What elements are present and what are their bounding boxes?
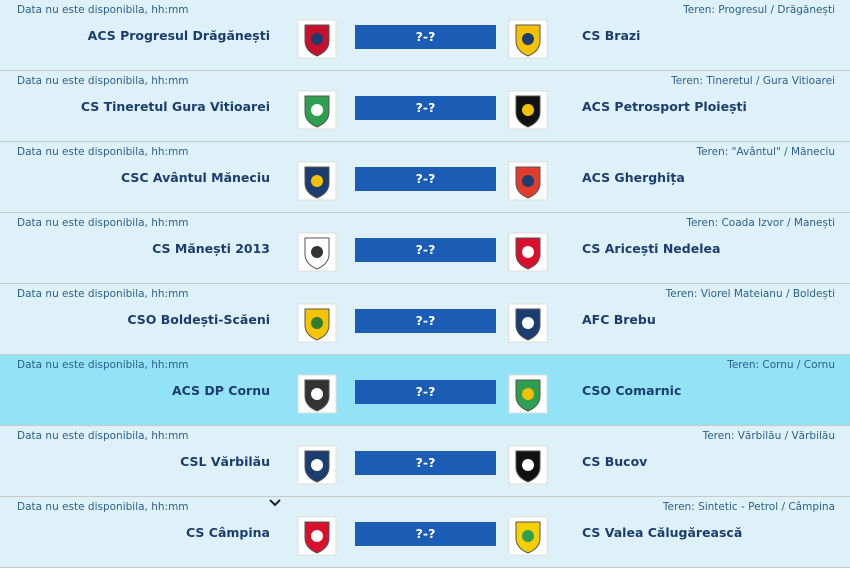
- match-date: Data nu este disponibila, hh:mm: [17, 430, 189, 442]
- away-team: CSO Comarnic: [582, 383, 682, 398]
- match-row[interactable]: Data nu este disponibila, hh:mm Teren: "A…: [0, 142, 850, 213]
- match-score: ?-?: [355, 380, 496, 404]
- match-row[interactable]: Data nu este disponibila, hh:mm Teren: Co…: [0, 213, 850, 284]
- away-team: CS Aricești Nedelea: [582, 241, 721, 256]
- team-logo: [508, 90, 548, 130]
- match-score: ?-?: [355, 96, 496, 120]
- home-team: CS Câmpina: [186, 525, 270, 540]
- team-logo: [508, 516, 548, 556]
- match-row[interactable]: Data nu este disponibila, hh:mm Teren: Co…: [0, 355, 850, 426]
- match-venue: Teren: Vărbilău / Vărbilău: [702, 430, 835, 442]
- away-team: CS Brazi: [582, 28, 641, 43]
- home-team: ACS DP Cornu: [171, 383, 270, 398]
- match-score: ?-?: [355, 167, 496, 191]
- match-venue: Teren: "Avântul" / Măneciu: [696, 146, 835, 158]
- home-team: CSC Avântul Măneciu: [121, 170, 270, 185]
- team-logo: [297, 161, 337, 201]
- home-team: CS Tineretul Gura Vitioarei: [80, 99, 270, 114]
- team-logo: [297, 90, 337, 130]
- home-team: CSO Boldești-Scăeni: [127, 312, 270, 327]
- match-venue: Teren: Coada Izvor / Manești: [686, 217, 835, 229]
- team-logo: [508, 161, 548, 201]
- team-logo: [508, 232, 548, 272]
- match-score: ?-?: [355, 451, 496, 475]
- team-logo: [508, 303, 548, 343]
- team-logo: [297, 445, 337, 485]
- match-venue: Teren: Sintetic - Petrol / Câmpina: [662, 501, 835, 513]
- match-date: Data nu este disponibila, hh:mm: [17, 146, 189, 158]
- match-venue: Teren: Cornu / Cornu: [727, 359, 835, 371]
- match-row[interactable]: Data nu este disponibila, hh:mm Teren: Pr…: [0, 0, 850, 71]
- away-team: CS Valea Călugărească: [582, 525, 743, 540]
- team-logo: [297, 303, 337, 343]
- match-date: Data nu este disponibila, hh:mm: [17, 75, 189, 87]
- team-logo: [297, 374, 337, 414]
- home-team: CS Mănești 2013: [152, 241, 270, 256]
- match-score: ?-?: [355, 25, 496, 49]
- match-score: ?-?: [355, 522, 496, 546]
- team-logo: [297, 232, 337, 272]
- match-row[interactable]: Data nu este disponibila, hh:mm Teren: Vă…: [0, 426, 850, 497]
- away-team: ACS Petrosport Ploiești: [582, 99, 747, 114]
- match-row[interactable]: Data nu este disponibila, hh:mm Teren: Si…: [0, 497, 850, 568]
- match-score: ?-?: [355, 309, 496, 333]
- team-logo: [508, 19, 548, 59]
- away-team: CS Bucov: [582, 454, 648, 469]
- match-score: ?-?: [355, 238, 496, 262]
- match-date: Data nu este disponibila, hh:mm: [17, 359, 189, 371]
- away-team: ACS Gherghița: [582, 170, 685, 185]
- home-team: ACS Progresul Drăgănești: [87, 28, 270, 43]
- match-date: Data nu este disponibila, hh:mm: [17, 4, 189, 16]
- match-date: Data nu este disponibila, hh:mm: [17, 501, 189, 513]
- team-logo: [297, 516, 337, 556]
- team-logo: [508, 374, 548, 414]
- match-row[interactable]: Data nu este disponibila, hh:mm Teren: Vi…: [0, 284, 850, 355]
- match-date: Data nu este disponibila, hh:mm: [17, 217, 189, 229]
- expand-chevron[interactable]: [268, 498, 282, 508]
- match-date: Data nu este disponibila, hh:mm: [17, 288, 189, 300]
- home-team: CSL Vărbilău: [180, 454, 270, 469]
- team-logo: [297, 19, 337, 59]
- away-team: AFC Brebu: [582, 312, 656, 327]
- match-venue: Teren: Progresul / Drăgănești: [683, 4, 835, 16]
- match-venue: Teren: Viorel Mateianu / Boldești: [665, 288, 835, 300]
- team-logo: [508, 445, 548, 485]
- match-venue: Teren: Tineretul / Gura Vitioarei: [671, 75, 835, 87]
- match-row[interactable]: Data nu este disponibila, hh:mm Teren: Ti…: [0, 71, 850, 142]
